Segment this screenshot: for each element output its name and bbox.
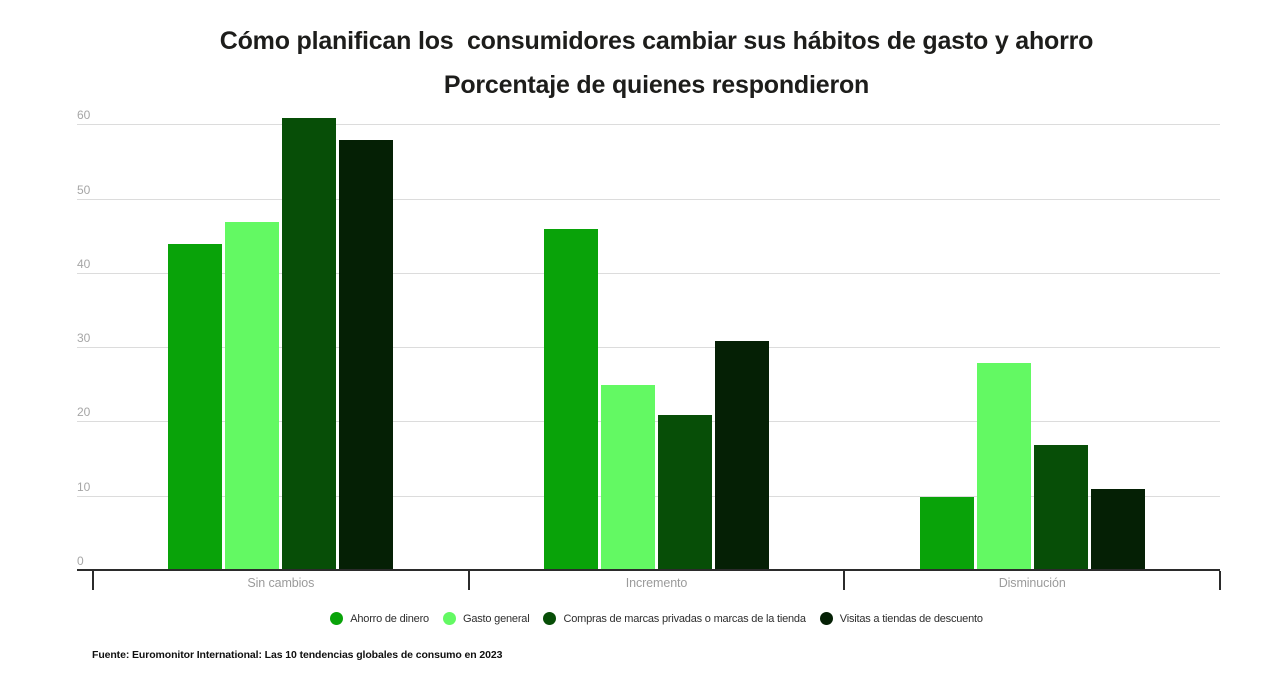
y-axis-tick-label: 10: [77, 479, 91, 494]
legend-label: Ahorro de dinero: [350, 612, 429, 625]
legend-label: Visitas a tiendas de descuento: [839, 612, 983, 625]
y-axis-tick-label: 0: [77, 554, 84, 568]
legend-item: Compras de marcas privadas o marcas de l…: [543, 612, 806, 625]
y-axis-tick-label: 30: [77, 331, 91, 346]
bar: [658, 415, 712, 571]
x-axis-category-labels: Sin cambios Incremento Disminución: [93, 576, 1220, 590]
bar: [168, 244, 223, 571]
x-axis-tick: [843, 571, 846, 590]
legend-label: Compras de marcas privadas o marcas de l…: [563, 612, 806, 625]
category-group: [469, 101, 845, 571]
legend-label: Gasto general: [462, 612, 530, 625]
bar: [715, 341, 769, 571]
gridline: [77, 124, 1220, 126]
plot-area: 0 10 20 30 40 50 60 Sin cambios Incremento Dismi…: [0, 101, 1280, 590]
legend-item: Gasto general: [442, 612, 530, 625]
legend-swatch: [442, 612, 456, 625]
legend-swatch: [819, 612, 833, 625]
y-axis-tick-label: 40: [77, 256, 91, 271]
bar: [919, 497, 974, 571]
x-axis-tick: [467, 571, 470, 590]
y-axis-tick-label: 60: [77, 108, 91, 123]
source-note: Fuente: Euromonitor International: Las 1…: [92, 649, 503, 661]
bar: [339, 140, 394, 571]
x-axis-tick: [92, 571, 94, 590]
bar: [1090, 489, 1145, 571]
bars-layer: [93, 101, 1220, 571]
bar: [544, 229, 598, 571]
category-group: [844, 101, 1220, 571]
gridline: [77, 198, 1220, 200]
category-group: [93, 101, 469, 571]
chart-title: Cómo planifican los consumidores cambiar…: [219, 27, 1094, 55]
x-axis-category-label: Incremento: [625, 576, 688, 590]
bar: [976, 363, 1031, 571]
x-axis-tick: [1219, 571, 1221, 590]
gridline: [77, 272, 1220, 274]
bar: [1033, 445, 1088, 571]
y-axis-tick-label: 20: [77, 405, 91, 420]
legend: Ahorro de dinero Gasto general Compras de …: [93, 612, 1220, 625]
legend-item: Visitas a tiendas de descuento: [819, 612, 983, 625]
legend-item: Ahorro de dinero: [330, 612, 429, 625]
x-axis-ticks: [92, 571, 1221, 591]
y-axis-tick-label: 50: [77, 182, 91, 197]
legend-swatch: [330, 612, 344, 625]
legend-swatch: [543, 612, 557, 625]
x-axis-line: [77, 569, 1220, 571]
bar: [282, 118, 337, 571]
x-axis-category-label: Disminución: [998, 576, 1066, 590]
gridline: [77, 347, 1220, 349]
bar: [225, 222, 280, 571]
bar: [601, 385, 655, 571]
x-axis-category-label: Sin cambios: [247, 576, 315, 590]
chart-subtitle: Porcentaje de quienes respondieron: [443, 71, 870, 99]
